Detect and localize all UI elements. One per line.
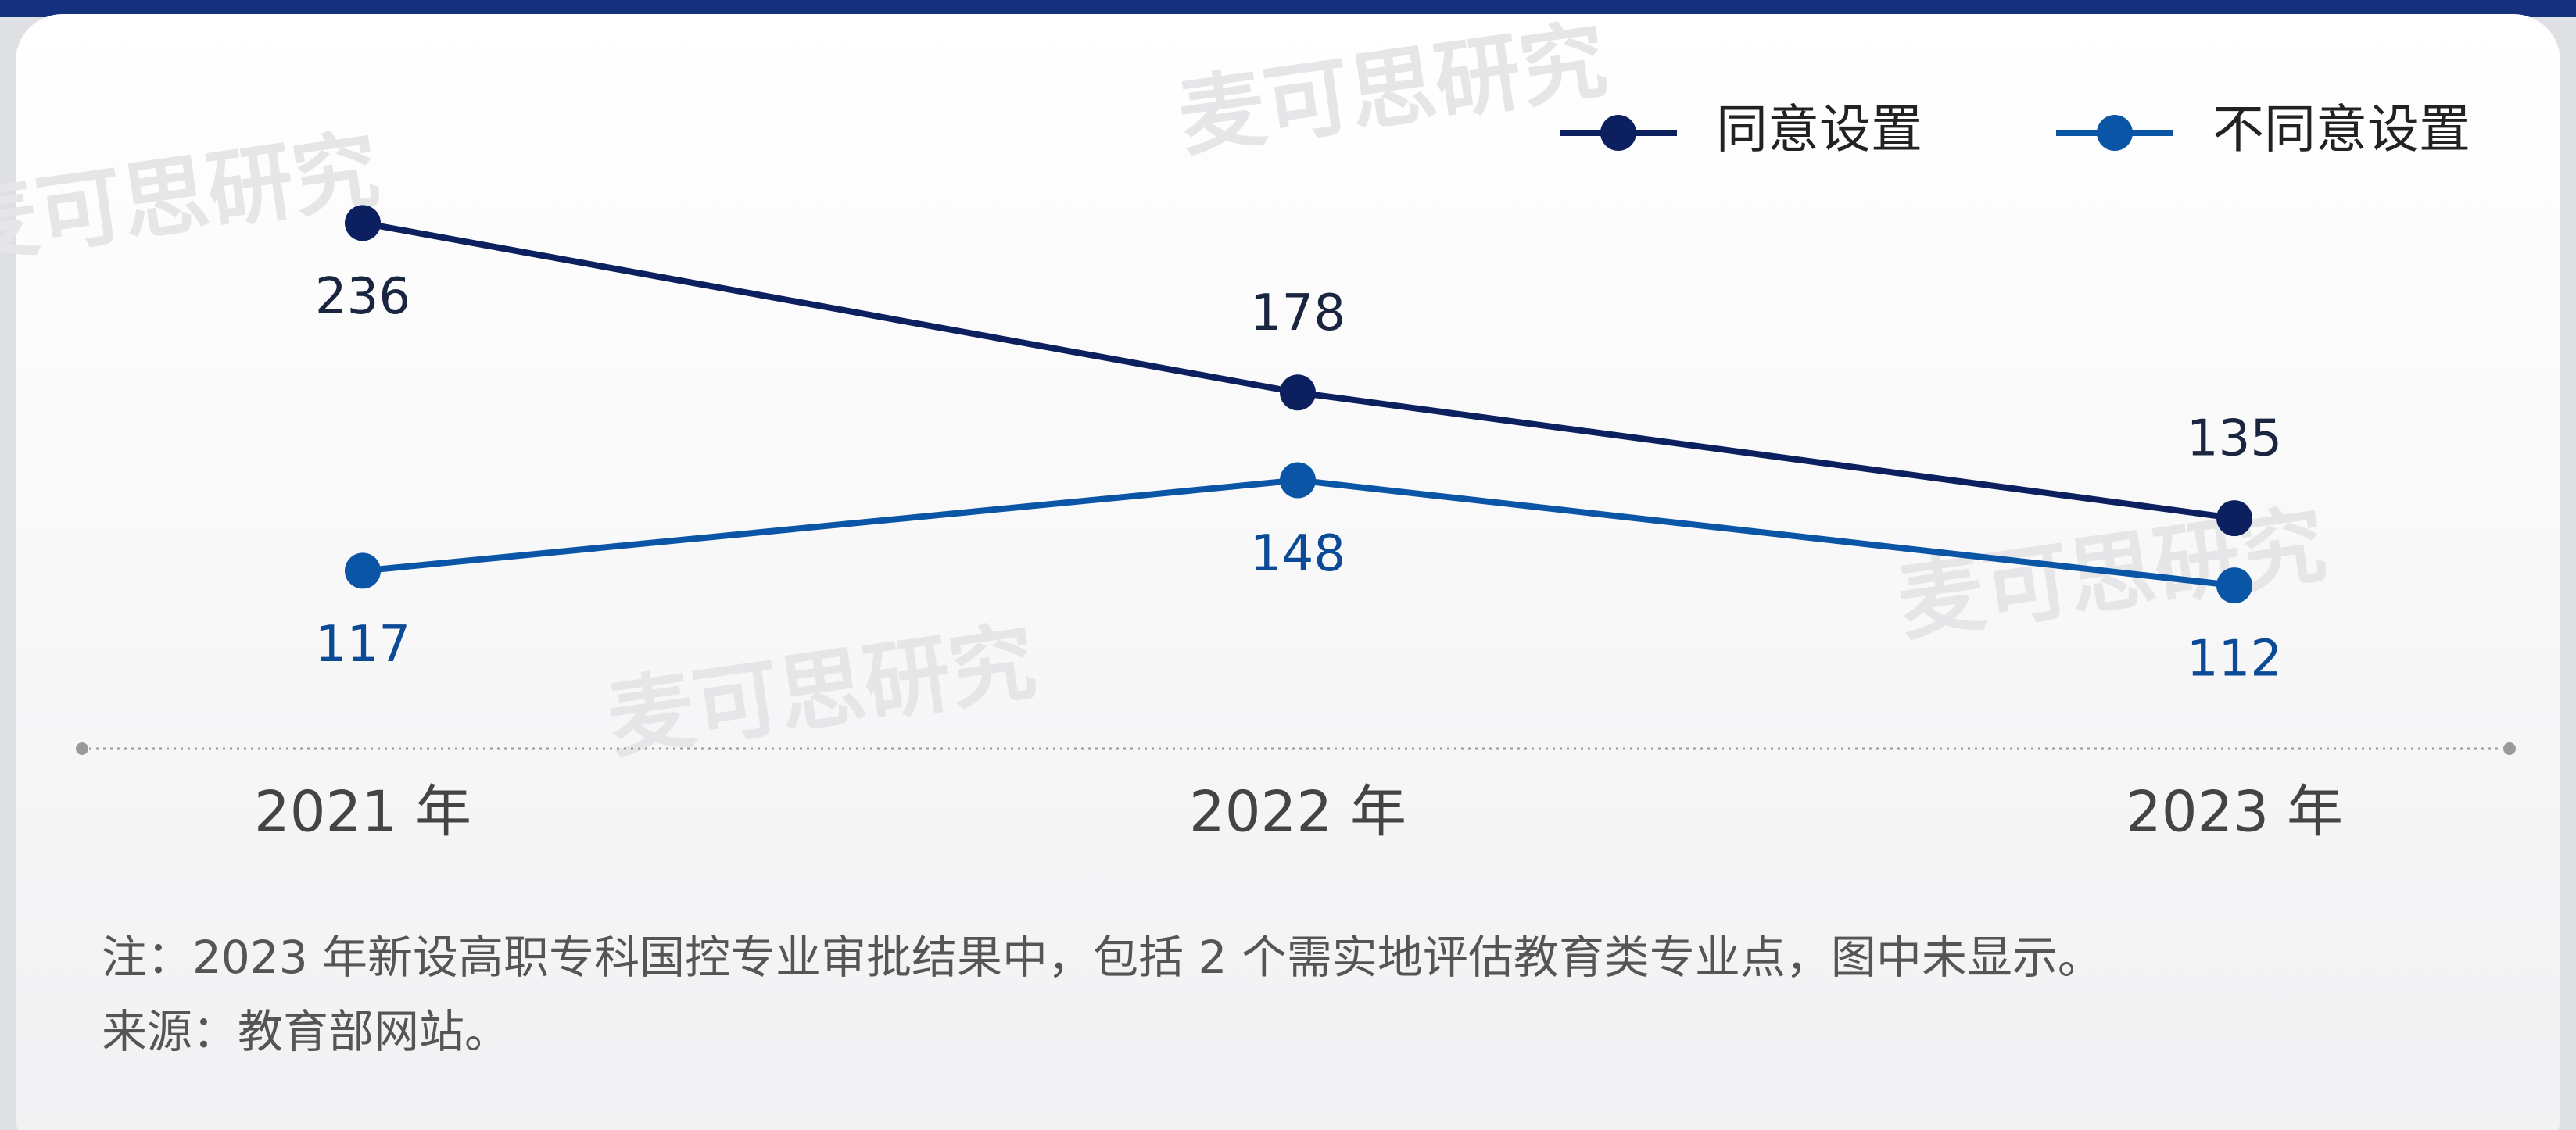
legend-label: 同意设置	[1716, 99, 1922, 159]
data-label: 135	[2187, 410, 2282, 468]
data-label: 236	[315, 268, 410, 326]
data-point	[2216, 567, 2252, 603]
data-point	[2216, 500, 2252, 536]
data-label: 112	[2187, 631, 2282, 688]
data-label: 117	[315, 616, 410, 674]
x-tick-label: 2022 年	[1189, 779, 1406, 845]
data-point	[1280, 374, 1316, 410]
axis-end	[76, 742, 88, 755]
note: 注：2023 年新设高职专科国控专业审批结果中，包括 2 个需实地评估教育类专业…	[102, 931, 2103, 984]
data-label: 148	[1250, 525, 1345, 583]
x-tick-label: 2023 年	[2126, 779, 2343, 845]
data-point	[345, 205, 381, 241]
source: 来源：教育部网站。	[102, 1005, 510, 1058]
axis-end	[2503, 742, 2516, 755]
legend-marker	[2097, 115, 2133, 151]
chart: 麦可思研究 麦可思研究 麦可思研究 麦可思研究 注：2023 年新设高职专科国控…	[0, 0, 2576, 1130]
legend-marker	[1600, 115, 1636, 151]
x-tick-label: 2021 年	[254, 779, 471, 845]
data-point	[345, 552, 381, 588]
data-label: 178	[1250, 284, 1345, 342]
data-point	[1280, 462, 1316, 498]
legend-label: 不同意设置	[2212, 99, 2470, 159]
